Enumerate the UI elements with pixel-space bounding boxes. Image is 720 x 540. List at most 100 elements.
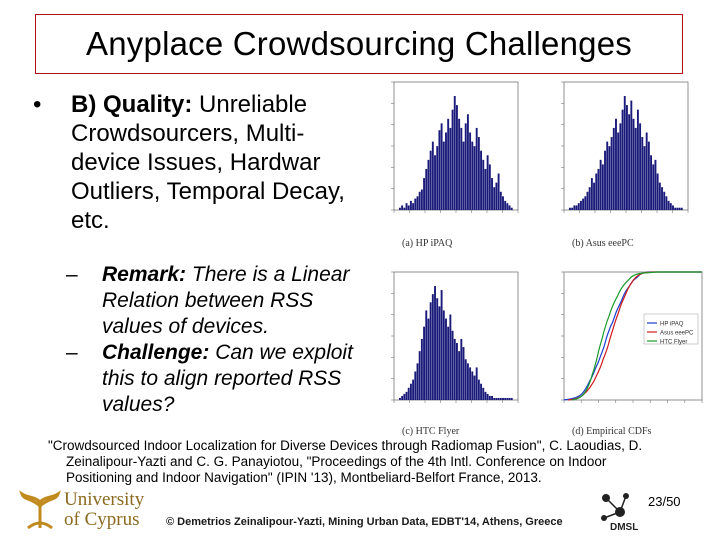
- histogram-bar: [401, 395, 404, 400]
- remark-bold: Remark:: [102, 263, 187, 286]
- histogram-bar: [506, 203, 509, 210]
- histogram-bar: [464, 359, 467, 400]
- histogram-bar: [601, 164, 604, 210]
- histogram-bar: [405, 203, 408, 210]
- histogram-bar: [502, 397, 504, 400]
- histogram-bar: [460, 127, 463, 210]
- dmsl-text: DMSL: [610, 522, 638, 533]
- histogram-bar: [665, 196, 668, 210]
- histogram-bar: [442, 310, 445, 400]
- histogram-bar: [588, 187, 591, 210]
- histogram-bar: [575, 205, 578, 210]
- histogram-bar: [405, 391, 408, 400]
- histogram-bar: [480, 150, 483, 210]
- histogram-bar: [399, 397, 401, 400]
- histogram-bar: [486, 155, 489, 210]
- histogram-bar: [571, 207, 574, 210]
- university-logo: University of Cyprus: [18, 488, 193, 534]
- histogram-bar: [469, 132, 472, 210]
- slide-title: Anyplace Crowdsourcing Challenges: [86, 25, 632, 62]
- sub-bullet-remark: – Remark: There is a Linear Relation bet…: [66, 263, 350, 338]
- histogram-a: [391, 81, 519, 213]
- legend-label: Asus eeePC: [660, 331, 694, 337]
- panel-c: [372, 266, 522, 416]
- histogram-bar: [619, 123, 622, 210]
- histogram-bar: [471, 371, 474, 400]
- histogram-bar: [626, 105, 628, 210]
- histogram-bar: [425, 168, 428, 210]
- histogram-bar: [636, 109, 639, 210]
- histogram-bar: [414, 198, 417, 210]
- histogram-bar: [582, 198, 585, 210]
- histogram-bar: [590, 178, 593, 210]
- histogram-bar: [491, 395, 493, 400]
- histogram-bar: [608, 146, 611, 210]
- histogram-bar: [599, 159, 602, 210]
- histogram-bar: [573, 205, 576, 210]
- histogram-bar: [407, 205, 410, 210]
- challenge-bold: Challenge:: [102, 341, 210, 364]
- histogram-bar: [464, 123, 467, 210]
- histogram-bar: [473, 375, 476, 400]
- histogram-bar: [482, 387, 485, 400]
- histogram-bar: [420, 189, 423, 210]
- histogram-bar: [466, 363, 469, 400]
- sub-bullet-challenge: – Challenge: Can we exploit this to alig…: [66, 341, 353, 416]
- histogram-bar: [453, 338, 456, 400]
- histogram-bar: [427, 159, 430, 210]
- histogram-bar: [508, 397, 511, 400]
- histogram-bar: [504, 397, 507, 400]
- histogram-bar: [499, 191, 502, 210]
- bullet-dot: •: [33, 91, 42, 118]
- histogram-bar: [440, 123, 443, 210]
- histogram-bar: [595, 173, 598, 210]
- title-box: Anyplace Crowdsourcing Challenges: [35, 14, 683, 74]
- logo-line-1: University: [64, 489, 145, 510]
- histogram-bar: [449, 314, 452, 400]
- histogram-bar: [475, 367, 478, 400]
- panel-a: [372, 76, 522, 228]
- histogram-bar: [634, 127, 637, 210]
- histogram-bar: [438, 130, 441, 210]
- caption-b: (b) Asus eeePC: [572, 238, 634, 249]
- histogram-bar: [643, 146, 646, 210]
- histogram-bar: [586, 191, 589, 210]
- histogram-bar: [621, 109, 624, 210]
- histogram-bar: [650, 155, 653, 210]
- histogram-bar: [628, 114, 631, 210]
- histogram-bar: [456, 105, 458, 210]
- histogram-bar: [497, 397, 500, 400]
- dmsl-network-icon: DMSL: [601, 493, 638, 533]
- histogram-bar: [593, 182, 596, 210]
- histogram-bar: [418, 191, 421, 210]
- histogram-bar: [416, 363, 419, 400]
- legend-label: HP iPAQ: [660, 322, 684, 328]
- histogram-bar: [414, 371, 417, 400]
- cdf-legend: HP iPAQ Asus eeePC HTC Flyer: [643, 313, 699, 346]
- histogram-bar: [674, 207, 677, 210]
- histogram-bar: [491, 178, 493, 210]
- histogram-bar: [440, 290, 443, 400]
- panel-b: [542, 76, 692, 228]
- histogram-bar: [471, 141, 474, 210]
- histogram-bar: [458, 118, 461, 210]
- ref-line-3: Positioning and Indoor Navigation" (IPIN…: [66, 470, 542, 485]
- histogram-bar: [612, 127, 615, 210]
- histogram-c: [391, 271, 519, 403]
- histogram-bar: [623, 96, 626, 210]
- histogram-bar: [453, 96, 456, 210]
- cdf-line: [571, 271, 702, 401]
- footer-copyright: © Demetrios Zeinalipour-Yazti, Mining Ur…: [166, 516, 563, 528]
- histogram-bar: [669, 203, 672, 210]
- histogram-bar: [488, 164, 491, 210]
- histogram-bar: [584, 196, 587, 210]
- histogram-bar: [504, 200, 507, 210]
- caption-a: (a) HP iPAQ: [402, 238, 453, 249]
- histogram-bar: [617, 132, 620, 210]
- histogram-bar: [473, 146, 476, 210]
- histogram-bar: [425, 310, 428, 400]
- histogram-bar: [449, 127, 452, 210]
- histogram-bar: [680, 207, 683, 210]
- histogram-bar: [676, 207, 679, 210]
- histogram-bar: [431, 294, 434, 400]
